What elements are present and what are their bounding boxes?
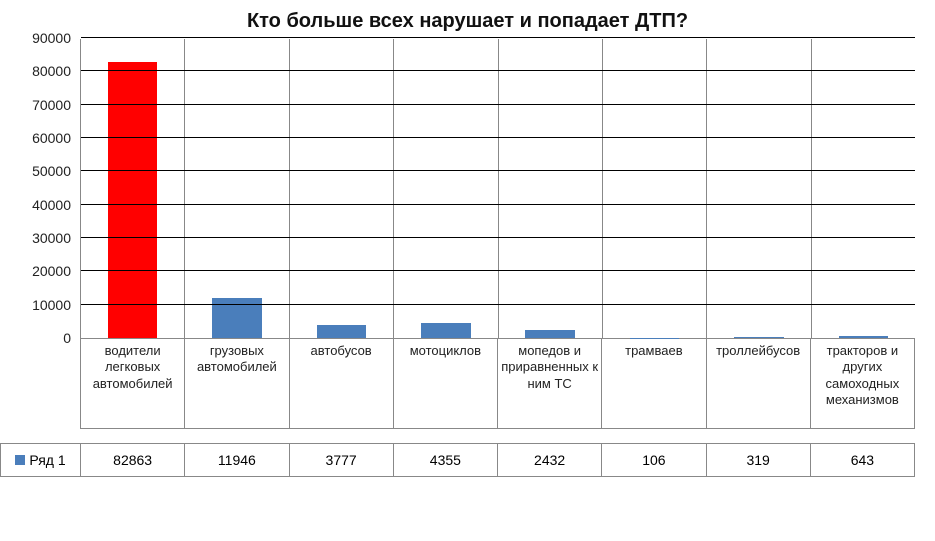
gridline [81, 170, 915, 171]
y-tick-label: 80000 [11, 63, 71, 79]
y-tick-label: 20000 [11, 263, 71, 279]
y-tick-label: 60000 [11, 130, 71, 146]
data-table: Ряд 1 8286311946377743552432106319643 [0, 443, 915, 477]
data-table-value: 11946 [185, 444, 289, 476]
bar-cell [603, 39, 707, 338]
gridline [81, 270, 915, 271]
data-table-series-cell: Ряд 1 [1, 444, 81, 476]
bar [734, 337, 784, 338]
category-label: мотоциклов [394, 339, 498, 429]
bar-cell [707, 39, 811, 338]
y-tick-label: 40000 [11, 197, 71, 213]
chart-container: Кто больше всех нарушает и попадает ДТП?… [0, 0, 935, 541]
data-table-value: 4355 [394, 444, 498, 476]
y-tick-label: 30000 [11, 230, 71, 246]
gridline [81, 104, 915, 105]
gridline [81, 137, 915, 138]
series-name-label: Ряд 1 [29, 452, 65, 468]
category-label: мопедов и приравненных к ним ТС [498, 339, 602, 429]
category-label: грузовых автомобилей [185, 339, 289, 429]
gridline [81, 204, 915, 205]
data-table-value: 319 [707, 444, 811, 476]
gridline [81, 37, 915, 38]
category-label: автобусов [290, 339, 394, 429]
category-label: тракторов и других самоходных механизмов [811, 339, 915, 429]
gridline [81, 237, 915, 238]
bar-cell [185, 39, 289, 338]
bars-row [81, 39, 915, 338]
gridline [81, 304, 915, 305]
data-table-value: 106 [602, 444, 706, 476]
y-tick-label: 70000 [11, 97, 71, 113]
y-tick-label: 50000 [11, 163, 71, 179]
chart-title: Кто больше всех нарушает и попадает ДТП? [0, 0, 935, 39]
bar-cell [812, 39, 915, 338]
y-tick-label: 90000 [11, 30, 71, 46]
y-tick-label: 10000 [11, 297, 71, 313]
bar [839, 336, 889, 338]
category-label: трамваев [602, 339, 706, 429]
bar-cell [394, 39, 498, 338]
bar [421, 323, 471, 338]
plot-area: 0100002000030000400005000060000700008000… [80, 39, 915, 339]
series-swatch-icon [15, 455, 25, 465]
bar-cell [290, 39, 394, 338]
bar-cell [81, 39, 185, 338]
category-labels-row: водители легковых автомобилейгрузовых ав… [80, 339, 915, 429]
data-table-values-row: 8286311946377743552432106319643 [81, 444, 914, 476]
data-table-value: 2432 [498, 444, 602, 476]
data-table-value: 643 [811, 444, 914, 476]
category-label: троллейбусов [707, 339, 811, 429]
category-label: водители легковых автомобилей [81, 339, 185, 429]
data-table-value: 3777 [290, 444, 394, 476]
gridline [81, 70, 915, 71]
y-tick-label: 0 [11, 330, 71, 346]
data-table-value: 82863 [81, 444, 185, 476]
bar [525, 330, 575, 338]
bar [317, 325, 367, 338]
bar-cell [499, 39, 603, 338]
